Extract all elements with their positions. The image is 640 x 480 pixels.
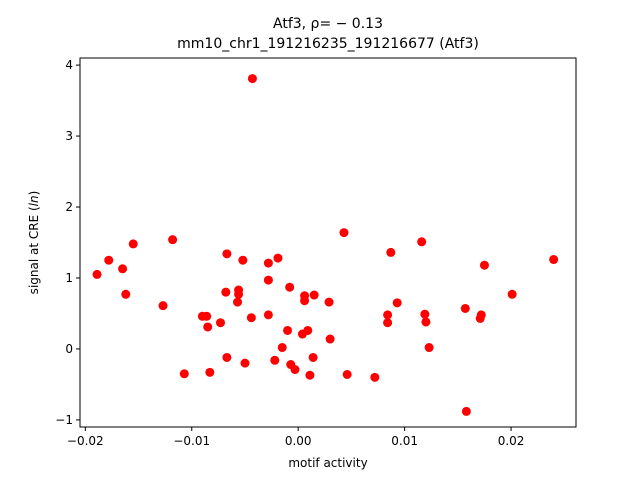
data-point-52 bbox=[424, 343, 434, 353]
y-axis-ticks: −1 0 1 2 3 4 bbox=[55, 58, 80, 427]
y-tick-label-2: 1 bbox=[65, 271, 73, 285]
data-point-57 bbox=[479, 260, 489, 270]
data-point-23 bbox=[263, 258, 273, 268]
data-point-51 bbox=[421, 317, 431, 327]
data-point-17 bbox=[233, 297, 243, 307]
data-point-1 bbox=[92, 269, 102, 279]
data-point-22 bbox=[246, 313, 256, 323]
x-axis-ticks: −0.02 −0.01 0.00 0.01 0.02 bbox=[67, 427, 525, 448]
data-point-40 bbox=[324, 297, 334, 307]
data-point-11 bbox=[203, 322, 213, 332]
y-tick-label-3: 2 bbox=[65, 200, 73, 214]
data-point-14 bbox=[221, 287, 231, 297]
data-point-6 bbox=[158, 301, 168, 311]
data-point-7 bbox=[168, 235, 178, 245]
data-point-56 bbox=[476, 310, 486, 320]
data-point-28 bbox=[277, 343, 287, 353]
y-tick-label-4: 3 bbox=[65, 129, 73, 143]
data-point-36 bbox=[303, 325, 313, 335]
data-point-49 bbox=[417, 237, 427, 247]
y-axis-label-suffix: ) bbox=[27, 191, 41, 196]
data-point-32 bbox=[290, 365, 300, 375]
data-point-58 bbox=[507, 289, 517, 299]
data-point-25 bbox=[263, 310, 273, 320]
plot-frame bbox=[79, 57, 577, 428]
data-point-26 bbox=[270, 355, 280, 365]
y-tick-label-0: −1 bbox=[55, 413, 73, 427]
data-point-27 bbox=[273, 253, 283, 263]
x-tick-label-2: 0.00 bbox=[285, 434, 312, 448]
y-axis-label: signal at CRE (ln) bbox=[27, 191, 41, 295]
data-point-15 bbox=[222, 249, 232, 259]
data-point-59 bbox=[549, 255, 559, 265]
data-point-42 bbox=[339, 228, 349, 238]
data-point-35 bbox=[300, 296, 310, 306]
data-point-41 bbox=[325, 334, 335, 344]
data-point-45 bbox=[383, 310, 393, 320]
data-points bbox=[92, 74, 559, 416]
data-point-30 bbox=[285, 282, 295, 292]
data-point-44 bbox=[370, 372, 380, 382]
data-point-43 bbox=[342, 369, 352, 379]
data-point-5 bbox=[128, 239, 138, 249]
data-point-8 bbox=[179, 369, 189, 379]
x-tick-label-3: 0.01 bbox=[391, 434, 418, 448]
x-tick-label-4: 0.02 bbox=[498, 434, 525, 448]
chart-title-line-2: mm10_chr1_191216235_191216677 (Atf3) bbox=[177, 36, 479, 52]
data-point-0 bbox=[247, 74, 257, 84]
data-point-4 bbox=[121, 289, 131, 299]
data-point-38 bbox=[309, 290, 319, 300]
x-axis-label: motif activity bbox=[288, 456, 367, 470]
data-point-53 bbox=[460, 303, 470, 313]
data-point-48 bbox=[392, 298, 402, 308]
data-point-39 bbox=[308, 352, 318, 362]
chart-title-line-1: Atf3, ρ= − 0.13 bbox=[273, 16, 383, 32]
data-point-29 bbox=[283, 325, 293, 335]
data-point-16 bbox=[222, 352, 232, 362]
x-tick-label-1: −0.01 bbox=[173, 434, 210, 448]
data-point-19 bbox=[234, 289, 244, 299]
y-tick-label-1: 0 bbox=[65, 342, 73, 356]
data-point-2 bbox=[104, 255, 114, 265]
data-point-13 bbox=[216, 318, 225, 328]
data-point-24 bbox=[263, 275, 273, 285]
data-point-3 bbox=[118, 264, 128, 274]
data-point-12 bbox=[205, 367, 215, 377]
data-point-21 bbox=[240, 358, 250, 368]
data-point-20 bbox=[238, 255, 248, 265]
y-tick-label-5: 4 bbox=[65, 58, 73, 72]
data-point-37 bbox=[305, 370, 315, 380]
y-axis-label-italic: ln bbox=[27, 195, 41, 206]
data-point-47 bbox=[386, 247, 396, 257]
data-point-54 bbox=[461, 406, 471, 416]
data-point-46 bbox=[383, 318, 393, 328]
y-axis-label-prefix: signal at CRE ( bbox=[27, 206, 41, 294]
data-point-10 bbox=[202, 311, 212, 321]
data-point-50 bbox=[420, 309, 430, 319]
x-tick-label-0: −0.02 bbox=[67, 434, 104, 448]
